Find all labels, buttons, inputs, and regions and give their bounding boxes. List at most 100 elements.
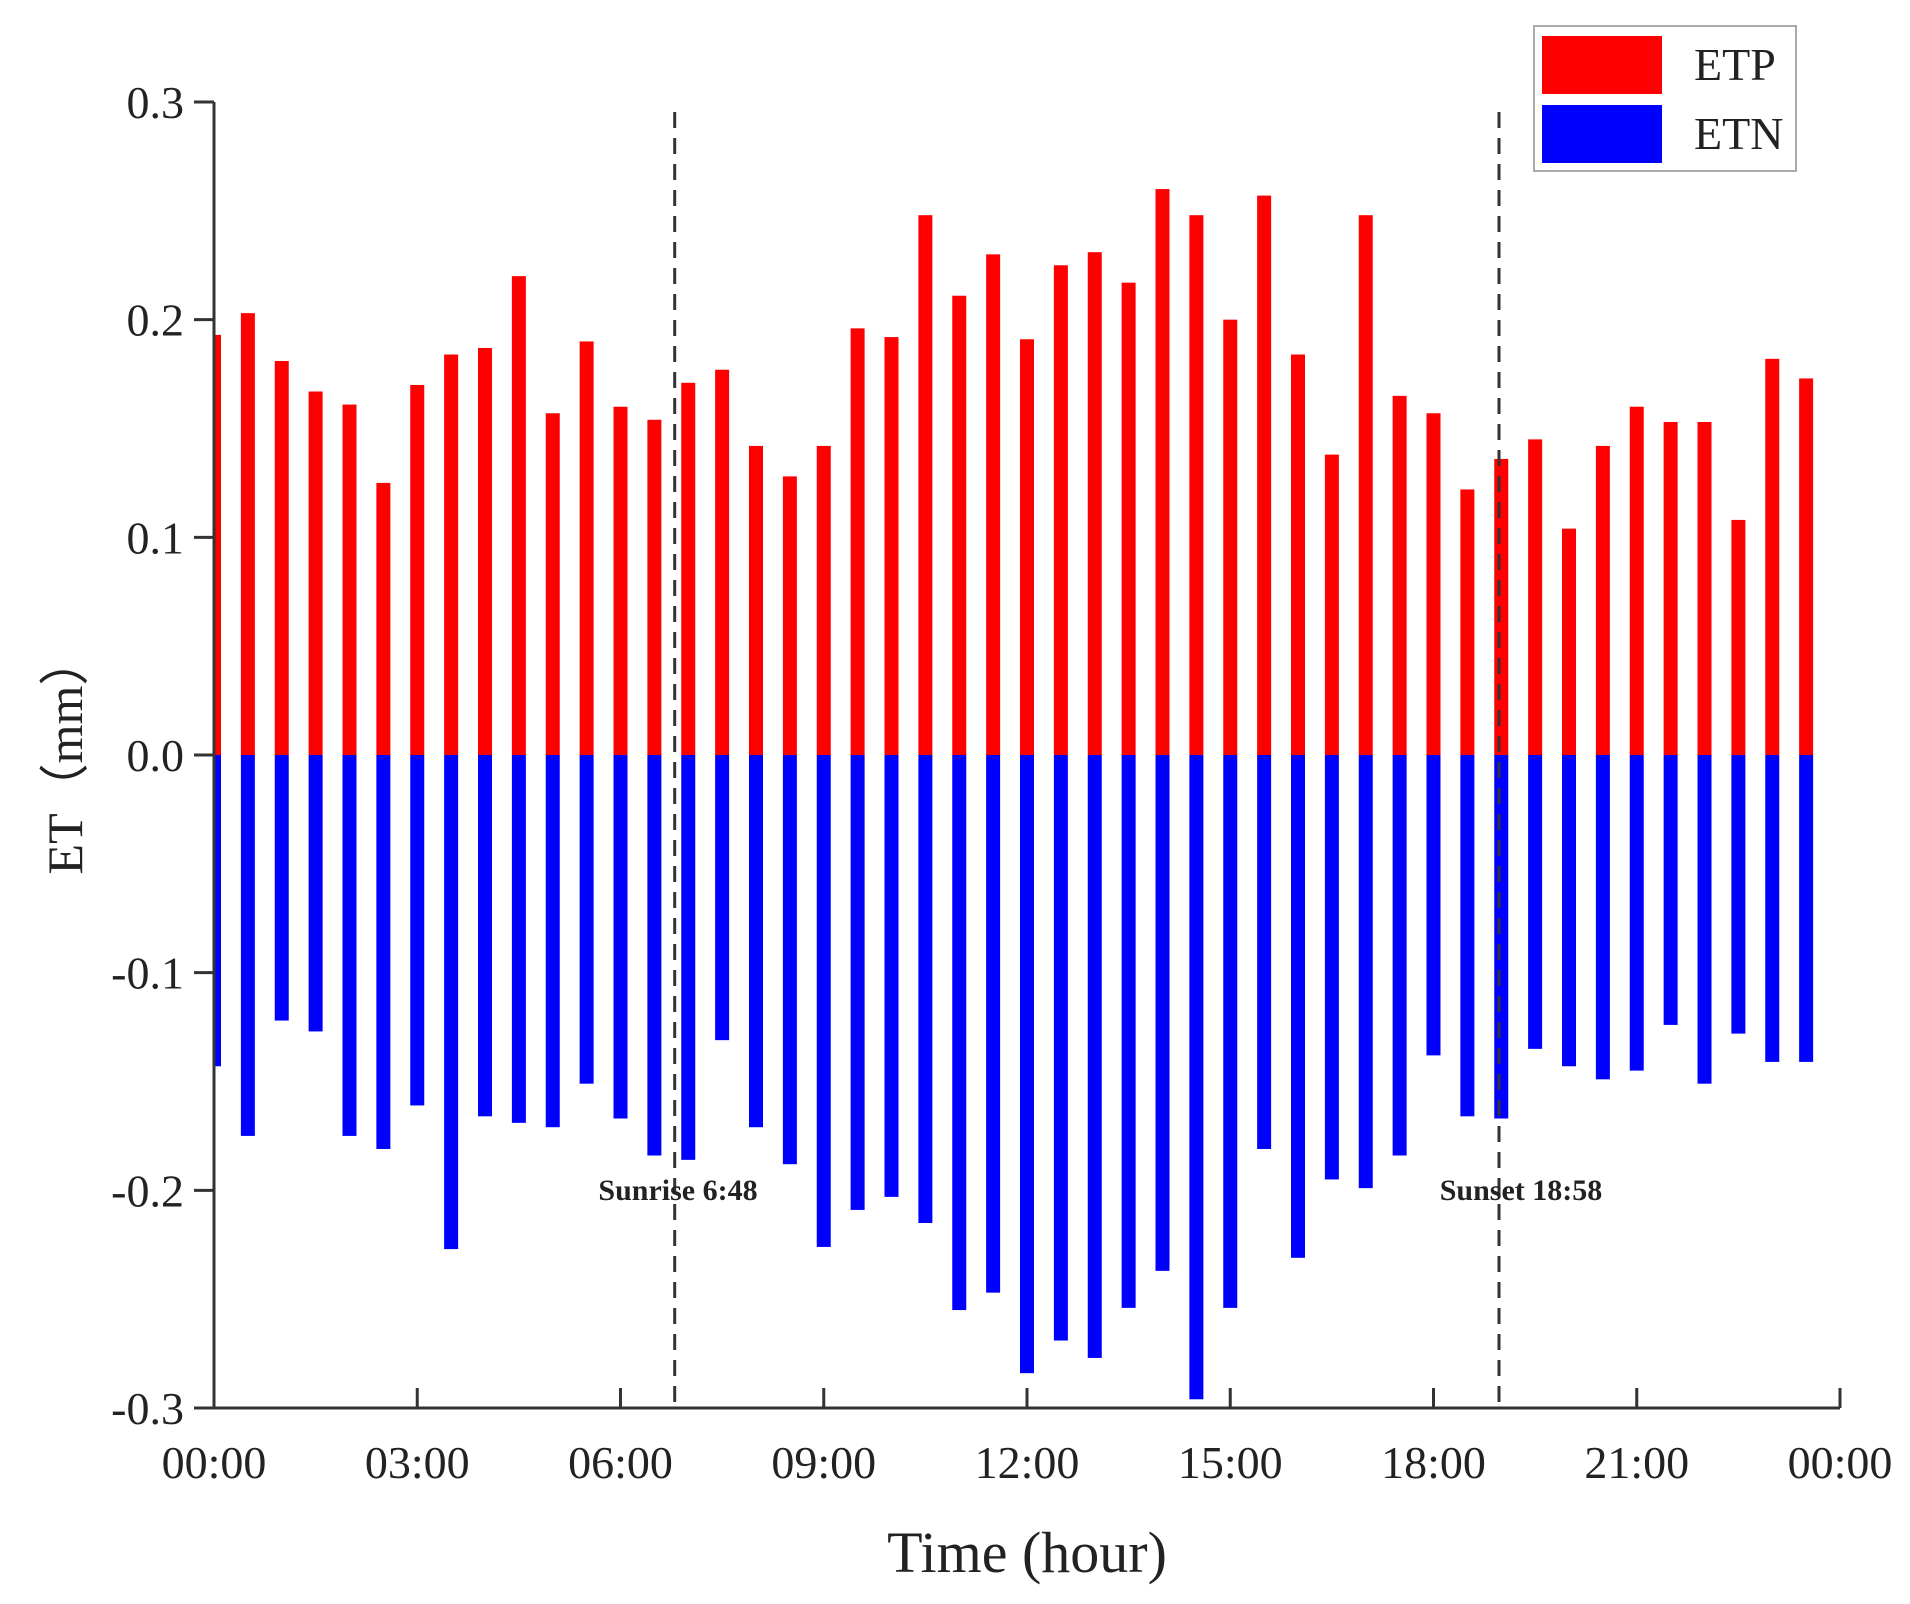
bar-etn — [308, 755, 323, 1032]
bar-etn — [918, 755, 933, 1223]
y-tick-label: 0.2 — [127, 295, 185, 346]
bar-etn — [749, 755, 763, 1128]
bar-etp — [1087, 252, 1102, 755]
bar-etp — [681, 382, 696, 755]
bar-etn — [1562, 755, 1576, 1067]
x-tick-label: 15:00 — [1178, 1437, 1283, 1488]
bar-etn — [1528, 755, 1543, 1049]
bar-etp — [214, 334, 221, 755]
bar-etp — [613, 406, 628, 755]
bar-etp — [444, 354, 459, 755]
bar-etp — [782, 476, 797, 755]
bar-etn — [1053, 755, 1068, 1341]
bar-etn — [1595, 755, 1610, 1080]
bar-etp — [749, 445, 763, 755]
bar-etn — [1087, 755, 1102, 1358]
bar-etp — [342, 404, 357, 755]
bar-etn — [376, 755, 391, 1149]
bar-etn — [1460, 755, 1475, 1117]
x-tick-label: 06:00 — [568, 1437, 673, 1488]
bar-etp — [1053, 265, 1068, 755]
bar-etn — [613, 755, 628, 1119]
bar-etp — [715, 369, 730, 755]
bar-etn — [1629, 755, 1644, 1071]
bar-etp — [1324, 454, 1339, 755]
bar-etn — [647, 755, 662, 1156]
bar-etn — [240, 755, 255, 1136]
x-axis-title: Time (hour) — [887, 1520, 1167, 1585]
bar-etn — [1358, 755, 1373, 1189]
axes-group: 0.30.20.10.0-0.1-0.2-0.300:00 03:00 06:00 0… — [37, 77, 1892, 1585]
bar-etp — [545, 413, 560, 755]
bar-etp — [1155, 189, 1170, 756]
bar-etp — [1765, 358, 1780, 755]
bar-etp — [240, 313, 255, 755]
legend-swatch-etp — [1542, 36, 1662, 94]
y-tick-label: -0.2 — [111, 1165, 184, 1216]
bar-etn — [410, 755, 425, 1106]
bar-etp — [1223, 319, 1238, 755]
bar-etp — [1020, 339, 1034, 755]
bar-etn — [1663, 755, 1678, 1025]
bar-etn — [478, 755, 492, 1117]
bar-etn — [952, 755, 967, 1311]
x-tick-label: 00:00 — [1788, 1437, 1893, 1488]
bar-etp — [1697, 421, 1712, 755]
bar-etn — [444, 755, 459, 1250]
bar-etn — [1731, 755, 1746, 1034]
bar-etp — [579, 341, 594, 755]
bar-etn — [816, 755, 831, 1247]
bar-etn — [850, 755, 865, 1210]
x-tick-label: 03:00 — [365, 1437, 470, 1488]
bar-etn — [1189, 755, 1204, 1400]
y-axis-title: ET（mm） — [37, 636, 93, 875]
bar-etp — [1494, 458, 1509, 755]
bar-etn — [715, 755, 730, 1041]
bar-etn — [1697, 755, 1712, 1084]
bar-etn — [1257, 755, 1272, 1149]
bar-etp — [850, 328, 865, 755]
bar-etp — [918, 215, 933, 756]
bar-etn — [1392, 755, 1407, 1156]
bar-etp — [952, 295, 967, 755]
bar-etn — [579, 755, 594, 1084]
bar-etp — [1392, 395, 1407, 755]
y-tick-label: -0.3 — [111, 1383, 184, 1434]
bar-etp — [647, 419, 662, 755]
legend-label-etp: ETP — [1694, 39, 1776, 90]
bar-etp — [1799, 378, 1814, 755]
bar-etp — [1189, 215, 1204, 756]
bar-etn — [1799, 755, 1814, 1062]
event-lines-group: Sunrise 6:48 Sunset 18:58 — [598, 112, 1602, 1408]
x-tick-label: 21:00 — [1584, 1437, 1689, 1488]
bar-etp — [410, 384, 425, 755]
bar-etp — [1731, 519, 1746, 755]
x-tick-label: 12:00 — [975, 1437, 1080, 1488]
bar-etp — [1528, 439, 1543, 755]
bar-etn — [214, 755, 221, 1067]
bar-etn — [1223, 755, 1238, 1308]
bar-etn — [1494, 755, 1509, 1119]
legend-label-etn: ETN — [1694, 108, 1783, 159]
bar-etn — [1291, 755, 1305, 1258]
legend: ETP ETN — [1533, 25, 1797, 172]
bar-etp — [1358, 215, 1373, 756]
bar-etp — [1595, 445, 1610, 755]
y-tick-label: 0.1 — [127, 512, 185, 563]
bar-etp — [274, 361, 289, 755]
bar-etn — [1020, 755, 1034, 1374]
bar-etn — [1324, 755, 1339, 1180]
bar-etp — [1291, 354, 1305, 755]
y-tick-label: -0.1 — [111, 948, 184, 999]
bar-etn — [681, 755, 696, 1160]
bar-etn — [274, 755, 289, 1021]
bar-etn — [1155, 755, 1170, 1271]
bar-etn — [342, 755, 357, 1136]
legend-swatch-etn — [1542, 105, 1662, 163]
bar-etp — [478, 347, 492, 755]
bar-etp — [1562, 528, 1576, 755]
bar-etp — [376, 482, 391, 755]
bar-etp — [986, 254, 1001, 755]
x-tick-label: 18:00 — [1381, 1437, 1486, 1488]
